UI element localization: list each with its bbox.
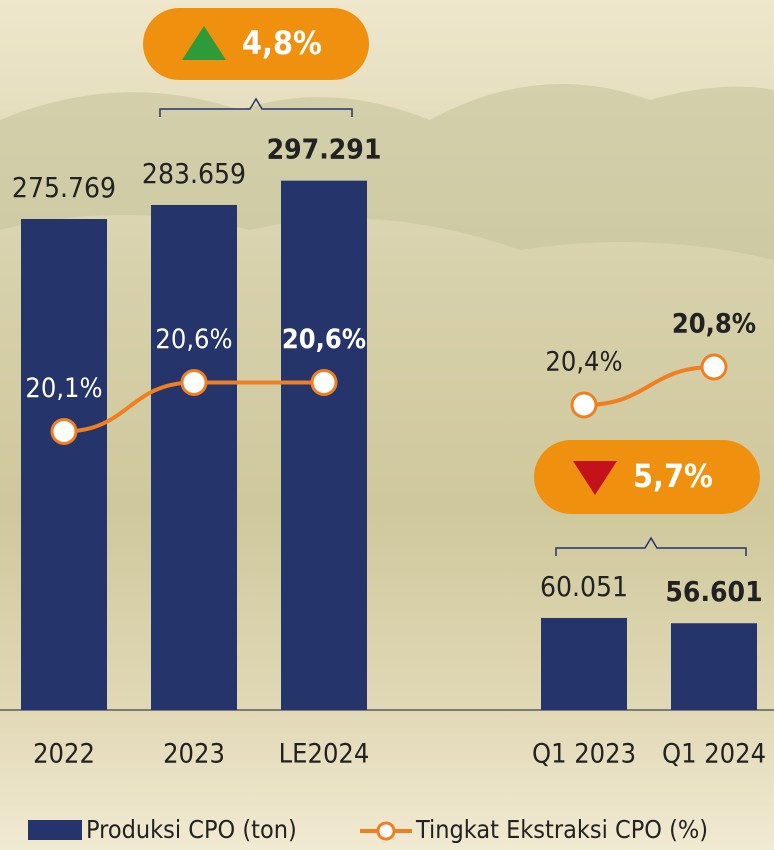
bar [21, 218, 107, 710]
bar [151, 204, 237, 710]
legend-label: Tingkat Ekstraksi CPO (%) [415, 815, 708, 844]
arrow-down [573, 461, 617, 495]
line [583, 364, 715, 407]
bracket [159, 97, 353, 117]
bar [541, 617, 627, 710]
bar-value-label: 275.769 [12, 171, 116, 204]
line-point [310, 368, 338, 396]
badge-background [534, 440, 760, 514]
badge-label: 5,7% [633, 457, 713, 495]
change-badge: 4,8% [143, 8, 369, 80]
line-point [50, 417, 78, 445]
bar-value-label: 297.291 [267, 133, 382, 166]
bar [281, 180, 367, 711]
legend-label: Produksi CPO (ton) [86, 815, 297, 844]
bar-value-label: 60.051 [540, 570, 628, 603]
legend: Produksi CPO (ton) Tingkat Ekstraksi CPO… [28, 815, 708, 844]
x-tick-label: Q1 2024 [662, 739, 766, 770]
bar [671, 623, 757, 710]
line-value-label: 20,6% [282, 324, 366, 355]
bar-value-label: 56.601 [665, 575, 762, 608]
x-tick-label: 2023 [163, 739, 225, 770]
arrow-up [182, 26, 226, 60]
line-value-label: 20,8% [672, 308, 756, 339]
line-point [570, 391, 598, 419]
bar-value-label: 283.659 [142, 157, 246, 190]
legend-swatch-marker [376, 821, 396, 841]
x-tick-label: LE2024 [279, 739, 370, 770]
line-value-label: 20,6% [155, 324, 232, 355]
line-point [180, 368, 208, 396]
line-point [700, 353, 728, 381]
bracket [555, 536, 747, 556]
line-value-label: 20,4% [545, 347, 622, 378]
change-badge: 5,7% [534, 440, 760, 514]
x-tick-label: 2022 [33, 739, 95, 770]
badge-label: 4,8% [242, 24, 322, 62]
badge-background [143, 8, 369, 80]
x-tick-label: Q1 2023 [532, 739, 636, 770]
legend-swatch-bar [28, 820, 82, 840]
line-value-label: 20,1% [25, 373, 102, 404]
